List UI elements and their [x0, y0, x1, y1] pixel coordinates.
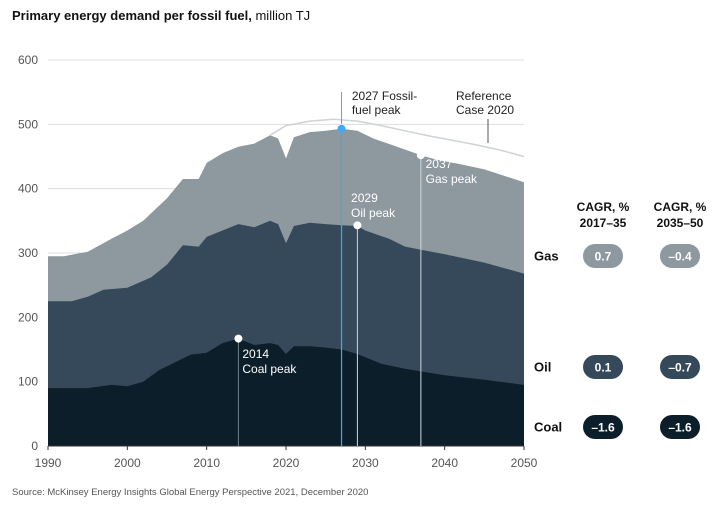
cagr-header-1-line2: 2017–35	[580, 216, 627, 230]
coal-peak-label-line2: Coal peak	[242, 362, 297, 376]
gas-cagr-pill-1	[583, 244, 623, 268]
x-tick-label: 2030	[352, 456, 379, 470]
fossil-peak-label-line2: fuel peak	[352, 103, 402, 117]
coal-cagr-value-2: –1.6	[668, 421, 692, 435]
gas-cagr-value-1: 0.7	[595, 250, 612, 264]
oil-cagr-value-2: –0.7	[668, 361, 692, 375]
y-tick-label: 200	[18, 310, 38, 324]
gas-cagr-pill-2	[660, 244, 700, 268]
oil-peak-marker	[353, 221, 362, 230]
fossil-peak-label-line1: 2027 Fossil-	[352, 89, 417, 103]
coal-cagr-value-1: –1.6	[591, 421, 615, 435]
cagr-header-2-line1: CAGR, %	[654, 200, 707, 214]
chart-title-unit: million TJ	[251, 8, 311, 23]
reference-label-line2: Case 2020	[456, 103, 514, 117]
y-tick-label: 500	[18, 117, 38, 131]
coal-label: Coal	[534, 420, 562, 435]
x-tick-label: 2010	[193, 456, 220, 470]
cagr-header-2-line2: 2035–50	[657, 216, 704, 230]
x-tick-label: 2000	[114, 456, 141, 470]
oil-cagr-pill-2	[660, 355, 700, 379]
gas-peak-marker	[416, 151, 425, 160]
reference-case-line	[269, 118, 525, 158]
chart-title-bold: Primary energy demand per fossil fuel,	[12, 8, 252, 23]
coal-peak-marker	[234, 334, 243, 343]
coal-cagr-pill-1	[583, 415, 623, 439]
gas-cagr-value-2: –0.4	[668, 250, 692, 264]
source-note: Source: McKinsey Energy Insights Global …	[12, 487, 369, 498]
fossil-peak-marker	[337, 124, 346, 133]
x-tick-label: 2040	[431, 456, 458, 470]
coal-cagr-pill-2	[660, 415, 700, 439]
y-tick-label: 100	[18, 375, 38, 389]
oil-cagr-pill-1	[583, 355, 623, 379]
x-tick-label: 2050	[511, 456, 538, 470]
oil-cagr-value-1: 0.1	[595, 361, 612, 375]
x-tick-label: 2020	[273, 456, 300, 470]
y-tick-label: 400	[18, 182, 38, 196]
reference-label-line1: Reference	[456, 89, 512, 103]
x-tick-label: 1990	[35, 456, 62, 470]
gas-label: Gas	[534, 249, 559, 264]
chart-title: Primary energy demand per fossil fuel, m…	[12, 8, 310, 23]
oil-peak-label-line1: 2029	[351, 191, 378, 205]
gas-peak-label-line1: 2037	[426, 157, 453, 171]
oil-peak-label-line2: Oil peak	[351, 206, 396, 220]
y-tick-label: 600	[18, 53, 38, 67]
y-tick-label: 300	[18, 246, 38, 260]
oil-label: Oil	[534, 360, 551, 375]
gas-area	[48, 338, 524, 446]
y-tick-label: 0	[31, 439, 38, 453]
gas-peak-label-line2: Gas peak	[426, 172, 478, 186]
cagr-header-1-line1: CAGR, %	[577, 200, 630, 214]
coal-peak-label-line1: 2014	[242, 347, 269, 361]
